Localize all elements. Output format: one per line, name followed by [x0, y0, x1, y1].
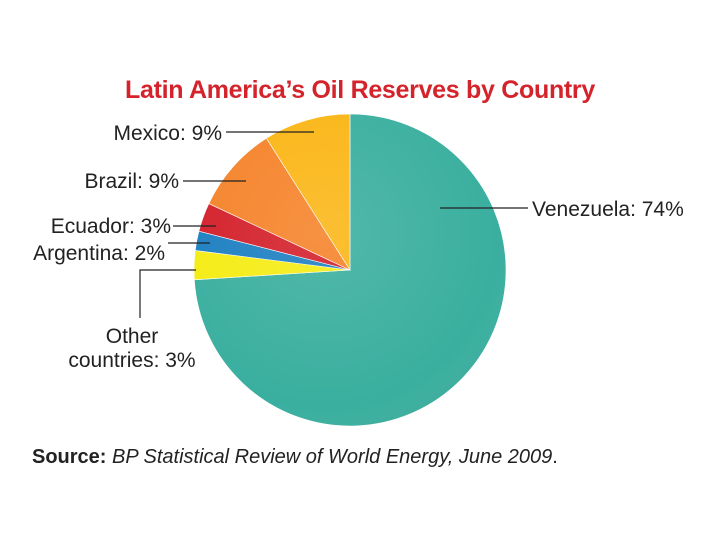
slice-label-mexico: Mexico: 9%	[113, 122, 222, 145]
chart-title: Latin America’s Oil Reserves by Country	[125, 76, 595, 104]
slice-label-brazil: Brazil: 9%	[84, 170, 179, 193]
slice-label-ecuador: Ecuador: 3%	[51, 215, 171, 238]
slice-label-other-countries-line2: countries: 3%	[68, 349, 195, 372]
pie-shading	[194, 114, 506, 426]
source-text: BP Statistical Review of World Energy, J…	[112, 446, 553, 468]
slice-label-other-countries-line1: Other	[106, 325, 159, 348]
slice-label-argentina: Argentina: 2%	[33, 242, 165, 265]
leader-line-other-countries	[139, 269, 196, 318]
source-end: .	[552, 446, 558, 468]
slice-label-venezuela: Venezuela: 74%	[532, 198, 684, 221]
source-note: Source: BP Statistical Review of World E…	[32, 446, 558, 469]
source-label: Source:	[32, 446, 107, 468]
